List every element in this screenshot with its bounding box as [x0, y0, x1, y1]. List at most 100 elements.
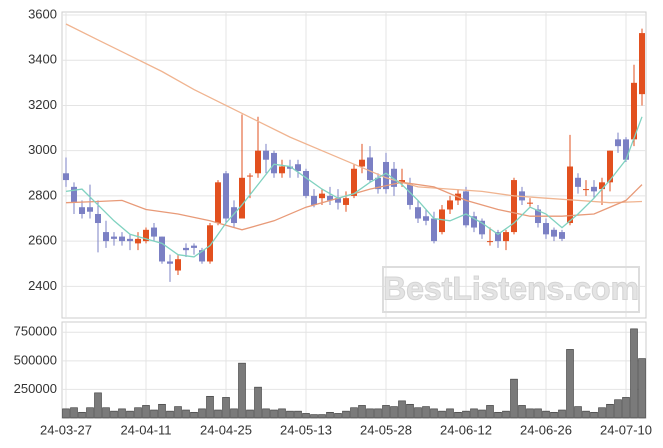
candle-body: [343, 198, 349, 205]
volume-bar: [294, 410, 302, 419]
y-tick-label: 2600: [28, 233, 57, 248]
y-tick-label: 250000: [14, 381, 57, 396]
candle-body: [527, 202, 533, 204]
volume-bar: [390, 406, 398, 419]
volume-bar: [278, 408, 286, 419]
watermark-box: [382, 266, 640, 313]
volume-bar: [566, 349, 574, 419]
volume-bar: [342, 410, 350, 419]
candle-body: [495, 232, 501, 242]
candle-body: [231, 207, 237, 224]
candle-body: [479, 220, 485, 235]
candle-body: [79, 207, 85, 214]
candle-body: [375, 177, 381, 190]
candle-body: [359, 159, 365, 167]
volume-bar: [166, 410, 174, 419]
volume-bar: [550, 411, 558, 419]
volume-bar: [254, 386, 262, 419]
candle-body: [543, 223, 549, 235]
candle-body: [71, 186, 77, 203]
volume-bar: [382, 405, 390, 419]
volume-bar: [222, 397, 230, 419]
volume-bar: [286, 410, 294, 419]
volume-bar: [358, 405, 366, 419]
volume-bar: [374, 408, 382, 419]
candle-body: [87, 207, 93, 212]
candle-body: [207, 225, 213, 262]
volume-bar: [230, 408, 238, 419]
candle-body: [287, 166, 293, 169]
volume-bar: [246, 409, 254, 419]
volume-panel: [61, 321, 647, 419]
volume-bar: [94, 392, 102, 419]
volume-bar: [190, 411, 198, 419]
watermark: BestListens.com: [382, 266, 640, 313]
candle-body: [391, 168, 397, 187]
volume-bar: [606, 403, 614, 419]
volume-bar: [558, 409, 566, 419]
candle-body: [335, 198, 341, 203]
candle-body: [447, 200, 453, 210]
x-tick-label: 24-06-12: [440, 422, 492, 437]
volume-bar: [574, 406, 582, 419]
candle-body: [463, 191, 469, 226]
volume-bar: [638, 358, 646, 419]
candle-body: [175, 259, 181, 271]
volume-bar: [310, 414, 318, 419]
volume-bar: [366, 408, 374, 419]
volume-bar: [118, 408, 126, 419]
candle-body: [319, 193, 325, 199]
candle-body: [607, 150, 613, 183]
candle-body: [367, 157, 373, 181]
candle-body: [167, 261, 173, 264]
x-tick-label: 24-06-26: [520, 422, 572, 437]
volume-bar: [198, 408, 206, 419]
candle-body: [199, 250, 205, 262]
candle-body: [615, 139, 621, 147]
volume-bar: [590, 411, 598, 419]
volume-bar: [494, 411, 502, 419]
candle-body: [271, 152, 277, 174]
candle-body: [247, 175, 253, 177]
volume-bar: [622, 397, 630, 419]
volume-bar: [62, 408, 70, 419]
volume-bar: [614, 399, 622, 419]
candle-body: [399, 180, 405, 183]
volume-bar: [78, 411, 86, 419]
candle-body: [127, 238, 133, 242]
volume-bar: [334, 413, 342, 419]
candle-body: [583, 189, 589, 191]
volume-bar: [126, 410, 134, 419]
candle-body: [351, 168, 357, 196]
volume-bar: [582, 410, 590, 419]
y-tick-label: 3200: [28, 97, 57, 112]
candle-body: [191, 245, 197, 248]
volume-bar: [510, 378, 518, 419]
candle-body: [383, 161, 389, 190]
candle-body: [407, 184, 413, 205]
candle-body: [111, 236, 117, 239]
candle-body: [575, 177, 581, 187]
candle-body: [135, 238, 141, 244]
volume-bar: [214, 409, 222, 419]
volume-bar: [414, 407, 422, 419]
candle-body: [567, 166, 573, 224]
volume-bar: [598, 407, 606, 419]
y-tick-label: 2800: [28, 187, 57, 202]
volume-bar: [518, 405, 526, 419]
volume-bar: [470, 408, 478, 419]
candle-body: [327, 195, 333, 201]
candle-body: [159, 236, 165, 262]
volume-bar: [270, 409, 278, 419]
candle-body: [631, 82, 637, 140]
volume-bar: [502, 410, 510, 419]
volume-bar: [454, 411, 462, 419]
candle-body: [559, 232, 565, 239]
volume-bar: [302, 413, 310, 419]
volume-bar: [422, 406, 430, 419]
volume-bar: [350, 407, 358, 419]
volume-bar: [526, 408, 534, 419]
volume-bar: [398, 400, 406, 419]
y-tick-label: 2400: [28, 278, 57, 293]
